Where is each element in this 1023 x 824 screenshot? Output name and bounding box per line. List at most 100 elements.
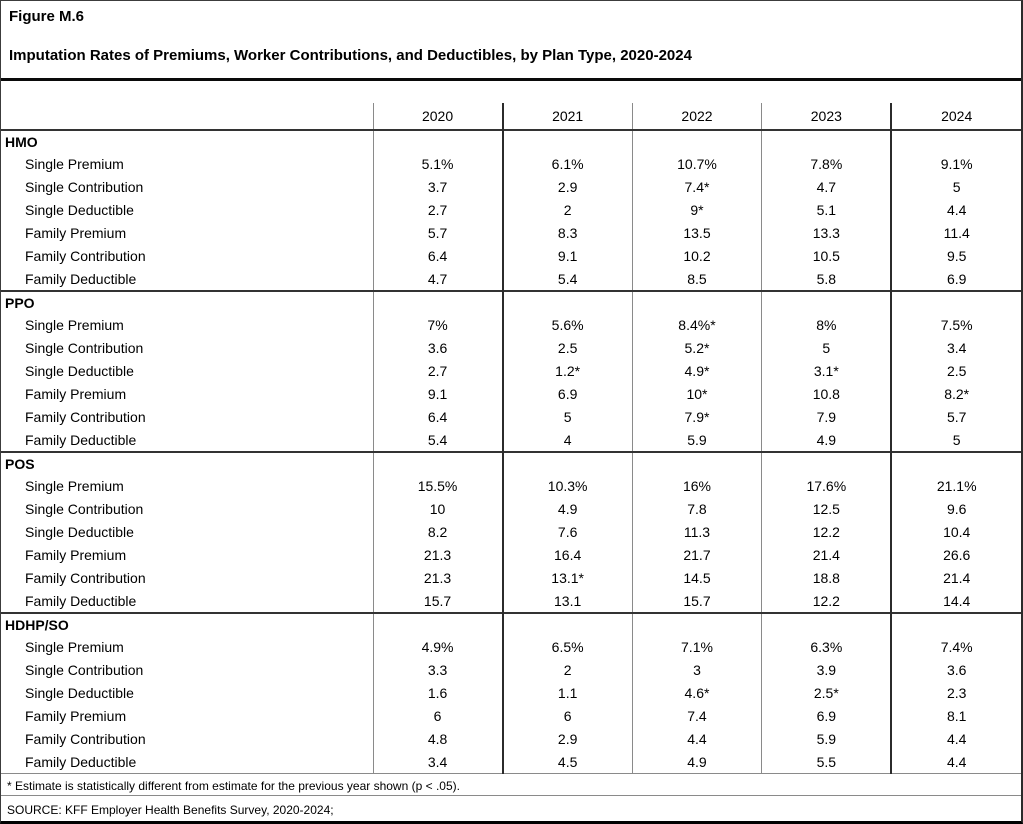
value-cell: 21.4 [761, 543, 892, 566]
table-row: Single Deductible 2.7 2 9* 5.1 4.4 [1, 198, 1021, 221]
value-cell: 5.5 [761, 750, 892, 774]
row-label: Single Deductible [25, 684, 134, 701]
value-cell: 8.2 [372, 520, 503, 543]
value-cell: 4.4 [631, 727, 762, 750]
value-cell: 10.4 [890, 520, 1021, 543]
table-row: Family Contribution 6.4 9.1 10.2 10.5 9.5 [1, 244, 1021, 267]
row-label: Single Contribution [25, 661, 144, 678]
table-row: Single Premium 5.1% 6.1% 10.7% 7.8% 9.1% [1, 152, 1021, 175]
row-label: Family Premium [25, 224, 127, 241]
value-cell: 15.5% [372, 474, 503, 497]
table-row: Single Deductible 8.2 7.6 11.3 12.2 10.4 [1, 520, 1021, 543]
value-cell: 13.1 [501, 589, 633, 613]
year-column-header: 2020 [372, 103, 503, 131]
value-cell: 7.9 [761, 405, 892, 428]
value-cell: 3.3 [372, 658, 503, 681]
section-header-cell [890, 451, 1021, 474]
header-spacer-row [1, 81, 1021, 103]
value-cell: 5.6% [501, 313, 633, 336]
row-label: Family Premium [25, 546, 127, 563]
table-row: Single Contribution 3.3 2 3 3.9 3.6 [1, 658, 1021, 681]
value-cell: 13.3 [761, 221, 892, 244]
value-cell: 3 [631, 658, 762, 681]
section-header-cell [501, 129, 633, 152]
section-header-cell [501, 290, 633, 313]
section-header-cell [890, 612, 1021, 635]
value-cell: 21.3 [372, 566, 503, 589]
value-cell: 16.4 [501, 543, 633, 566]
year-header-row: 2020 2021 2022 2023 2024 [1, 103, 1021, 131]
section-header-cell [631, 612, 762, 635]
value-cell: 6.9 [501, 382, 633, 405]
value-cell: 4.5 [501, 750, 633, 774]
value-cell: 2.7 [372, 359, 503, 382]
value-cell: 4.6* [631, 681, 762, 704]
value-cell: 4.7 [372, 267, 503, 291]
value-cell: 6.4 [372, 244, 503, 267]
value-cell: 21.3 [372, 543, 503, 566]
value-cell: 2.5* [761, 681, 892, 704]
value-cell: 6.9 [761, 704, 892, 727]
table-row: Single Deductible 2.7 1.2* 4.9* 3.1* 2.5 [1, 359, 1021, 382]
value-cell: 6.3% [761, 635, 892, 658]
value-cell: 7.4 [631, 704, 762, 727]
value-cell: 6.1% [501, 152, 633, 175]
value-cell: 10 [372, 497, 503, 520]
figure-header: Figure M.6 Imputation Rates of Premiums,… [1, 1, 1021, 81]
value-cell: 3.1* [761, 359, 892, 382]
table-row: Family Contribution 4.8 2.9 4.4 5.9 4.4 [1, 727, 1021, 750]
value-cell: 21.7 [631, 543, 762, 566]
row-label: Family Deductible [25, 431, 137, 448]
value-cell: 4.9 [501, 497, 633, 520]
data-table: 2020 2021 2022 2023 2024 HMO Single Premium 5.1… [1, 81, 1021, 774]
section-header-cell [890, 290, 1021, 313]
section-header-row: POS [1, 451, 1021, 474]
value-cell: 12.2 [761, 520, 892, 543]
value-cell: 5.4 [372, 428, 503, 452]
value-cell: 14.4 [890, 589, 1021, 613]
table-row: Family Deductible 3.4 4.5 4.9 5.5 4.4 [1, 750, 1021, 774]
value-cell: 4.7 [761, 175, 892, 198]
value-cell: 5.2* [631, 336, 762, 359]
section-header: PPO [1, 290, 373, 313]
section-header-row: HDHP/SO [1, 612, 1021, 635]
value-cell: 5.1 [761, 198, 892, 221]
table-row: Single Premium 4.9% 6.5% 7.1% 6.3% 7.4% [1, 635, 1021, 658]
section-header-row: HMO [1, 129, 1021, 152]
value-cell: 9.1 [372, 382, 503, 405]
value-cell: 4.9 [631, 750, 762, 774]
value-cell: 10.7% [631, 152, 762, 175]
year-column-header: 2021 [501, 103, 633, 131]
row-label: Single Deductible [25, 201, 134, 218]
value-cell: 12.5 [761, 497, 892, 520]
table-row: Family Deductible 5.4 4 5.9 4.9 5 [1, 428, 1021, 452]
value-cell: 16% [631, 474, 762, 497]
section-header-cell [372, 129, 503, 152]
value-cell: 5.4 [501, 267, 633, 291]
source-note: SOURCE: KFF Employer Health Benefits Sur… [7, 803, 334, 817]
value-cell: 7.6 [501, 520, 633, 543]
table-row: Family Premium 9.1 6.9 10* 10.8 8.2* [1, 382, 1021, 405]
section-header-cell [501, 612, 633, 635]
value-cell: 2.7 [372, 198, 503, 221]
value-cell: 5.1% [372, 152, 503, 175]
row-label: Single Premium [25, 638, 124, 655]
value-cell: 3.4 [890, 336, 1021, 359]
value-cell: 14.5 [631, 566, 762, 589]
value-cell: 1.2* [501, 359, 633, 382]
value-cell: 7.9* [631, 405, 762, 428]
value-cell: 7.4* [631, 175, 762, 198]
value-cell: 10.3% [501, 474, 633, 497]
section-header-cell [890, 129, 1021, 152]
row-label: Family Contribution [25, 408, 146, 425]
section-header-cell [372, 612, 503, 635]
value-cell: 5.7 [890, 405, 1021, 428]
value-cell: 6.4 [372, 405, 503, 428]
value-cell: 4.4 [890, 727, 1021, 750]
value-cell: 5.9 [761, 727, 892, 750]
value-cell: 10* [631, 382, 762, 405]
section-header: POS [1, 451, 373, 474]
value-cell: 18.8 [761, 566, 892, 589]
value-cell: 5 [501, 405, 633, 428]
